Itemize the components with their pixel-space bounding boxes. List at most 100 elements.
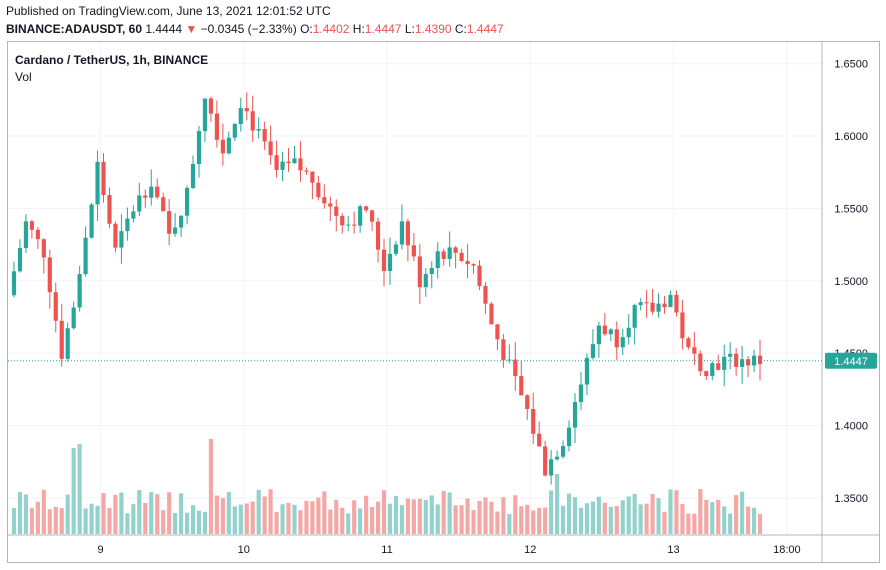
- y-tick-label: 1.5000: [834, 276, 868, 288]
- volume-bar: [519, 506, 524, 534]
- volume-bar: [190, 505, 196, 534]
- y-tick-label: 1.5500: [834, 203, 868, 215]
- volume-bar: [393, 495, 399, 534]
- volume-bar: [125, 513, 130, 534]
- candle-body: [125, 218, 130, 232]
- candle-body: [531, 408, 536, 434]
- volume-bar: [411, 499, 416, 534]
- volume-bar: [543, 507, 548, 534]
- candle-body: [740, 359, 745, 367]
- x-tick-label: 9: [97, 544, 103, 556]
- candle-body: [572, 402, 578, 428]
- candle-body: [280, 161, 285, 170]
- volume-bar: [555, 474, 560, 534]
- volume-bar: [173, 513, 178, 534]
- volume-bar: [316, 497, 321, 534]
- candle-body: [698, 353, 703, 372]
- volume-bar: [590, 501, 595, 534]
- candle-body: [262, 129, 267, 142]
- volume-bar: [471, 510, 476, 534]
- candle-body: [590, 344, 595, 358]
- volume-bar: [632, 494, 637, 534]
- volume-bar: [692, 513, 697, 534]
- candle-body: [53, 292, 58, 321]
- volume-bar: [608, 506, 613, 534]
- candle-body: [298, 158, 303, 171]
- candle-body: [471, 264, 476, 266]
- candle-body: [405, 221, 410, 246]
- volume-bar: [328, 509, 333, 534]
- candle-body: [179, 215, 184, 228]
- volume-bar: [447, 492, 452, 534]
- candle-body: [256, 129, 261, 131]
- x-tick-label: 11: [381, 544, 392, 556]
- candle-body: [525, 395, 530, 409]
- volume-bar: [429, 495, 434, 534]
- volume-bar: [35, 501, 40, 534]
- symbol-label: BINANCE:ADAUSDT, 60: [6, 22, 143, 36]
- candle-body: [244, 108, 249, 112]
- volume-bar: [202, 511, 208, 534]
- volume-bar: [513, 495, 518, 534]
- volume-bar: [226, 491, 231, 534]
- volume-bar: [179, 493, 184, 534]
- candle-body: [47, 257, 52, 293]
- candle-body: [411, 245, 416, 257]
- volume-bar: [280, 504, 285, 534]
- volume-bar: [716, 499, 721, 534]
- volume-bar: [399, 505, 405, 534]
- candle-body: [429, 268, 434, 275]
- volume-bar: [155, 494, 160, 534]
- candle-body: [340, 215, 345, 226]
- candle-body: [29, 221, 34, 230]
- volume-bar: [113, 494, 118, 534]
- high-value: 1.4447: [364, 22, 402, 36]
- volume-bar: [256, 489, 261, 534]
- candle-body: [137, 195, 142, 212]
- candle-body: [519, 376, 524, 396]
- x-tick-label: 12: [524, 544, 536, 556]
- candle-body: [95, 161, 100, 205]
- candle-body: [292, 158, 297, 164]
- candle-body: [381, 249, 387, 271]
- candle-body: [59, 320, 64, 359]
- y-tick-label: 1.6000: [834, 131, 868, 143]
- volume-bar: [596, 496, 601, 534]
- volume-bar: [710, 502, 715, 534]
- candle-body: [155, 186, 160, 198]
- candle-body: [745, 359, 751, 366]
- volume-bar: [220, 498, 225, 534]
- volume-bar: [674, 490, 679, 534]
- volume-bar: [417, 498, 422, 534]
- volume-bar: [17, 492, 23, 534]
- candle-body: [680, 312, 685, 339]
- candle-body: [167, 211, 172, 234]
- candle-body: [566, 427, 572, 447]
- volume-bar: [322, 491, 327, 534]
- candle-body: [543, 446, 548, 476]
- candle-body: [83, 237, 88, 275]
- candle-body: [578, 384, 584, 403]
- volume-bar: [441, 490, 446, 534]
- candle-body: [101, 161, 106, 196]
- candle-body: [274, 155, 279, 170]
- volume-bar: [560, 505, 566, 534]
- close-label: C:: [454, 22, 467, 36]
- volume-bar: [238, 504, 243, 534]
- candle-body: [184, 187, 190, 216]
- candle-body: [716, 363, 721, 370]
- candle-body: [71, 307, 76, 329]
- volume-bar: [453, 505, 458, 534]
- candle-body: [549, 459, 554, 476]
- candle-body: [620, 337, 625, 348]
- x-tick-label: 10: [238, 544, 250, 556]
- candle-body: [17, 247, 23, 272]
- candle-body: [650, 302, 655, 312]
- current-price-tag: [825, 352, 877, 369]
- candle-body: [119, 231, 124, 248]
- volume-bar: [107, 508, 112, 534]
- candle-body: [328, 203, 333, 207]
- candle-body: [77, 274, 82, 308]
- candle-body: [686, 338, 691, 348]
